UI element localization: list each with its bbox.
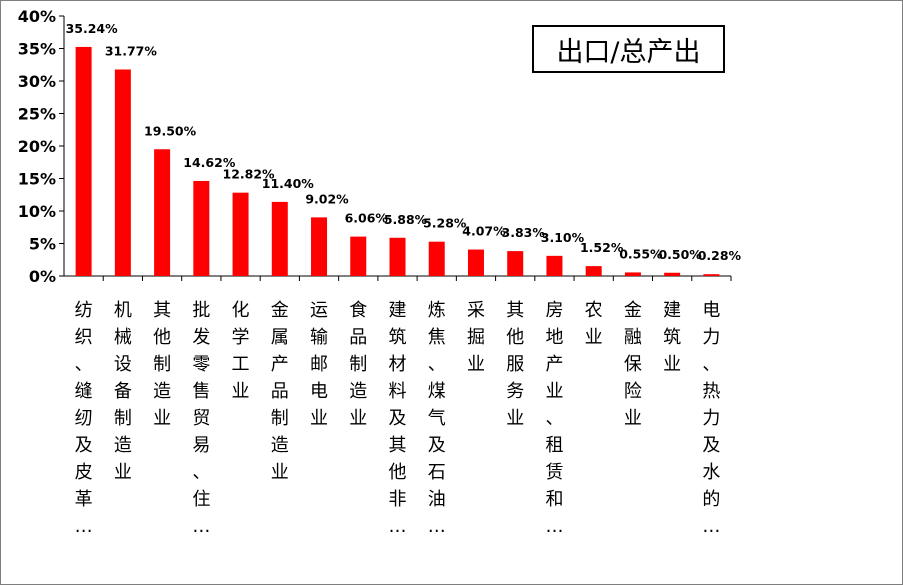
- y-tick-label: 30%: [18, 72, 56, 91]
- x-tick-label: 食品制造业: [349, 300, 367, 429]
- x-tick-label: 机械设备制造业: [114, 300, 132, 483]
- bar: [585, 266, 602, 276]
- bar: [703, 274, 720, 276]
- bar: [114, 69, 131, 277]
- bar: [193, 180, 210, 276]
- data-label: 31.77%: [105, 43, 158, 58]
- data-label: 14.62%: [183, 155, 236, 170]
- x-tick-label: 建筑材料及其他非…: [389, 300, 407, 537]
- x-tick-label: 其他服务业: [506, 300, 524, 429]
- y-tick-label: 35%: [18, 40, 56, 59]
- data-label: 1.52%: [580, 240, 624, 255]
- x-tick-label: 房地产业、租赁和…: [545, 300, 563, 537]
- bar: [467, 249, 484, 276]
- y-tick-label: 15%: [18, 170, 56, 189]
- data-label: 35.24%: [66, 21, 119, 36]
- x-tick-label: 金属产品制造业: [271, 300, 289, 483]
- y-tick-label: 10%: [18, 202, 56, 221]
- x-tick-label: 金融保险业: [624, 300, 642, 429]
- x-tick-label: 其他制造业: [153, 300, 171, 429]
- data-label: 4.07%: [462, 224, 506, 239]
- data-label: 11.40%: [262, 176, 315, 191]
- x-tick-label: 化学工业: [232, 300, 250, 402]
- data-label: 12.82%: [223, 167, 276, 182]
- data-label: 0.50%: [658, 247, 702, 262]
- data-label: 3.83%: [502, 225, 546, 240]
- x-tick-label: 批发零售贸易、住…: [192, 300, 210, 537]
- bar: [664, 272, 681, 276]
- x-tick-label: 农业: [585, 300, 603, 348]
- data-label: 5.88%: [384, 212, 428, 227]
- chart-title: 出口/总产出: [532, 25, 725, 73]
- bar: [546, 255, 563, 276]
- data-label: 19.50%: [144, 123, 197, 138]
- data-label: 9.02%: [305, 191, 349, 206]
- bar: [75, 46, 92, 276]
- bar: [271, 201, 288, 276]
- y-tick-label: 20%: [18, 137, 56, 156]
- y-tick-label: 5%: [29, 235, 56, 254]
- y-tick-label: 40%: [18, 7, 56, 26]
- y-tick-label: 0%: [29, 267, 56, 286]
- data-label: 6.06%: [345, 211, 389, 226]
- x-tick-label: 采掘业: [467, 300, 485, 375]
- data-label: 5.28%: [423, 216, 467, 231]
- x-tick-label: 纺织、缝纫及皮革…: [75, 300, 93, 537]
- x-tick-label: 炼焦、煤气及石油…: [428, 300, 446, 537]
- x-tick-label: 运输邮电业: [310, 300, 328, 429]
- bar: [389, 237, 406, 276]
- x-tick-label: 电力、热力及水的…: [702, 300, 720, 537]
- bar: [154, 149, 171, 276]
- bar: [624, 272, 641, 276]
- x-tick-label: 建筑业: [663, 300, 681, 375]
- bar: [232, 192, 249, 276]
- bar: [311, 217, 328, 276]
- y-tick-label: 25%: [18, 105, 56, 124]
- data-label: 0.28%: [698, 248, 742, 263]
- bar: [428, 241, 445, 276]
- data-label: 0.55%: [619, 246, 663, 261]
- data-label: 3.10%: [541, 230, 585, 245]
- bar: [350, 236, 367, 276]
- bar: [507, 251, 524, 276]
